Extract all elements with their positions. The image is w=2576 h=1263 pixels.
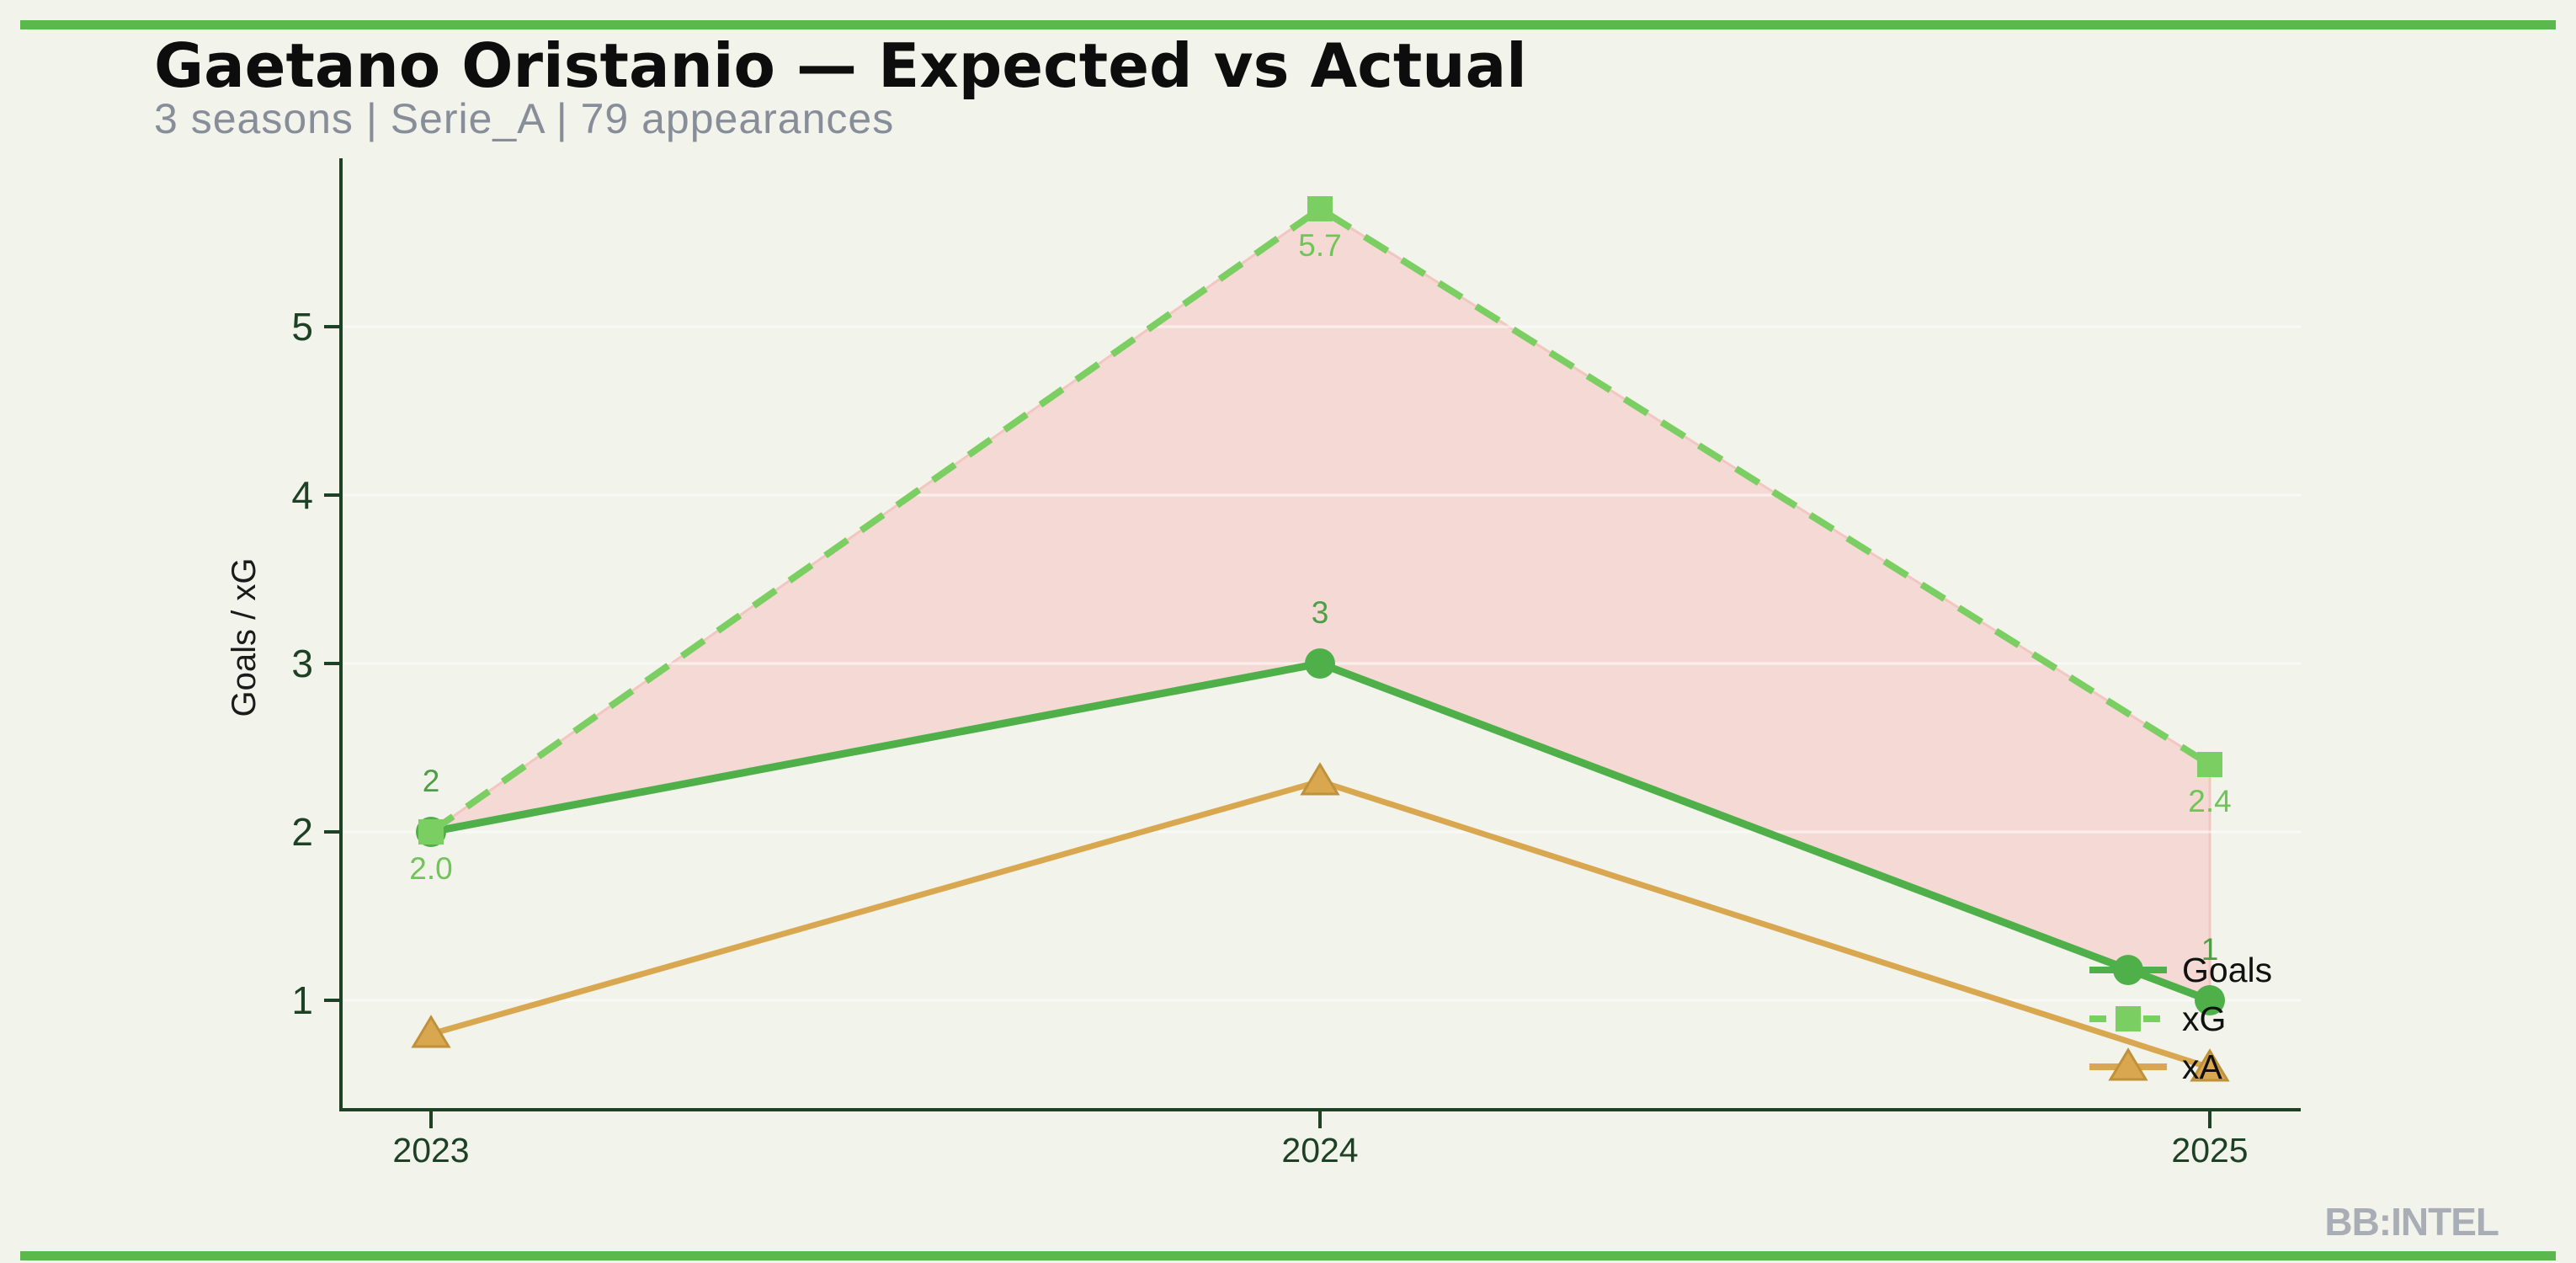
xa-marker bbox=[1300, 762, 1340, 796]
y-tick-label: 2 bbox=[291, 810, 313, 854]
goals-marker bbox=[2195, 985, 2225, 1015]
data-labels-layer: 2 3 1 2.0 5.7 2.4 bbox=[409, 228, 2231, 967]
xa-marker bbox=[411, 1015, 451, 1048]
legend-label-xg: xG bbox=[2182, 999, 2226, 1038]
xg-value-label: 5.7 bbox=[1298, 228, 1341, 263]
xg-marker bbox=[418, 819, 444, 845]
legend-label-xa: xA bbox=[2182, 1047, 2223, 1086]
legend-label-goals: Goals bbox=[2182, 951, 2272, 989]
page-title: Gaetano Oristanio — Expected vs Actual bbox=[154, 30, 1527, 101]
xg-marker bbox=[2197, 752, 2222, 777]
goals-marker bbox=[2113, 955, 2143, 985]
legend: Goals xG xA bbox=[2089, 951, 2272, 1086]
goals-value-label: 3 bbox=[1312, 595, 1329, 630]
y-tick-label: 3 bbox=[291, 642, 313, 685]
goals-value-label: 1 bbox=[2201, 932, 2219, 967]
watermark-logo: BB:INTEL bbox=[2324, 1200, 2499, 1244]
top-accent-bar bbox=[20, 20, 2556, 29]
xg-value-label: 2.4 bbox=[2188, 784, 2231, 818]
goals-value-label: 2 bbox=[423, 764, 440, 798]
page-subtitle: 3 seasons | Serie_A | 79 appearances bbox=[154, 95, 895, 142]
x-tick-label: 2025 bbox=[2171, 1131, 2248, 1170]
bottom-accent-bar bbox=[20, 1251, 2556, 1260]
gridlines-layer bbox=[343, 325, 2301, 1002]
y-tick-label: 4 bbox=[291, 473, 313, 517]
xg-line bbox=[428, 205, 2212, 835]
xa-marker bbox=[2108, 1047, 2148, 1081]
goals-marker bbox=[1305, 648, 1335, 679]
x-tick-label: 2023 bbox=[392, 1131, 469, 1170]
xa-marker bbox=[2190, 1048, 2230, 1082]
y-tick-label: 5 bbox=[291, 305, 313, 349]
xg-marker bbox=[1307, 196, 1333, 221]
y-axis-title: Goals / xG bbox=[226, 558, 263, 717]
x-tick-label: 2024 bbox=[1281, 1131, 1358, 1170]
ticks-layer: 1 2 3 4 5 2023 2024 2025 bbox=[291, 305, 2248, 1170]
y-tick-label: 1 bbox=[291, 978, 313, 1022]
xg-marker bbox=[2116, 1006, 2141, 1031]
xg-value-label: 2.0 bbox=[409, 851, 452, 886]
series-layer bbox=[411, 196, 2230, 1082]
